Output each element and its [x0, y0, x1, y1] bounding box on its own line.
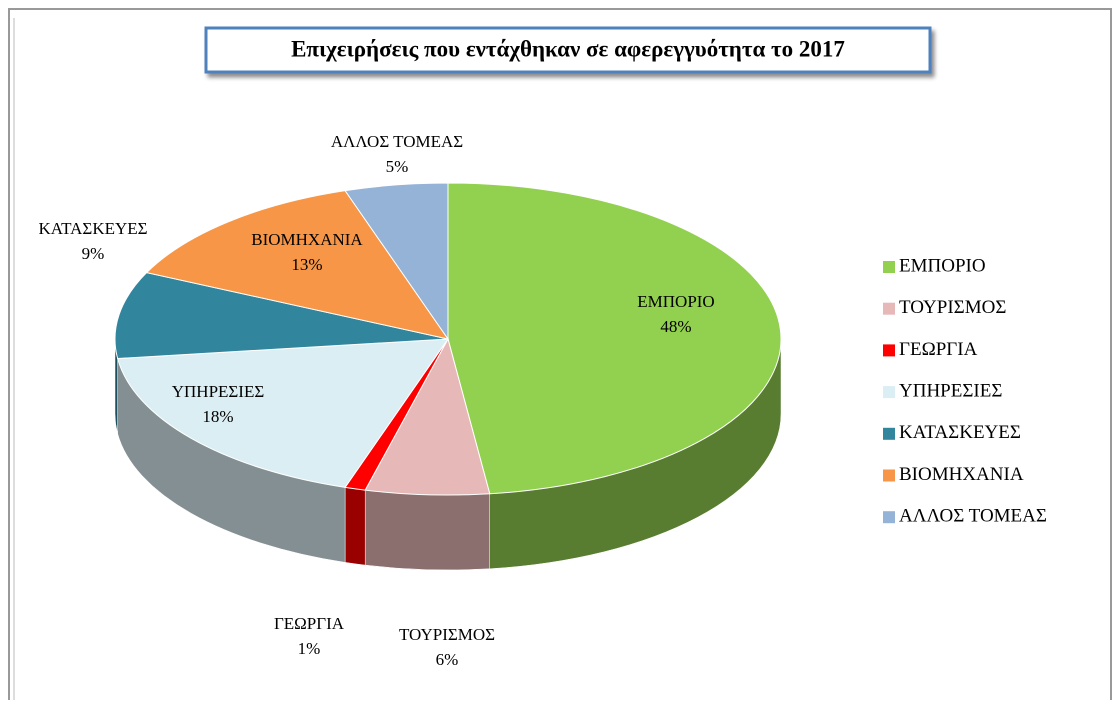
legend-swatch — [883, 344, 895, 357]
legend-swatch — [883, 427, 895, 440]
data-label-name: ΤΟΥΡΙΣΜΟΣ — [399, 625, 495, 644]
slice — [114, 272, 449, 360]
legend-label: ΚΑΤΑΣΚΕΥΕΣ — [899, 422, 1021, 443]
data-label-value: 5% — [386, 157, 409, 176]
title-box — [204, 26, 932, 74]
chart-title: Επιχειρήσεις που εντάχθηκαν σε αφερεγγυό… — [291, 36, 845, 61]
legend-label: ΑΛΛΟΣ ΤΟΜΕΑΣ — [899, 506, 1047, 527]
legend-label: ΓΕΩΡΓΙΑ — [899, 339, 978, 360]
data-label-value: 48% — [660, 317, 691, 336]
data-label-value: 1% — [298, 639, 321, 658]
data-label-name: ΥΠΗΡΕΣΙΕΣ — [172, 382, 265, 401]
data-label-value: 18% — [202, 407, 233, 426]
data-label-value: 6% — [436, 650, 459, 669]
slice — [364, 337, 491, 496]
legend-swatch — [883, 261, 895, 273]
slice-side — [364, 489, 490, 571]
data-label-value: 9% — [82, 244, 105, 263]
data-label-name: ΒΙΟΜΗΧΑΝΙΑ — [251, 230, 363, 249]
legend-label: ΒΙΟΜΗΧΑΝΙΑ — [899, 464, 1024, 485]
slice — [447, 182, 782, 495]
data-label-name: ΕΜΠΟΡΙΟ — [637, 292, 714, 311]
legend-swatch — [883, 469, 895, 482]
data-label-name: ΚΑΤΑΣΚΕΥΕΣ — [38, 219, 147, 238]
legend-swatch — [883, 386, 895, 399]
legend-label: ΕΜΠΟΡΙΟ — [899, 255, 986, 276]
slice — [145, 190, 450, 340]
legend-swatch — [883, 302, 895, 315]
data-label-name: ΑΛΛΟΣ ΤΟΜΕΑΣ — [331, 132, 463, 151]
slice — [344, 182, 449, 341]
slice — [116, 338, 449, 488]
data-label-value: 13% — [291, 255, 322, 274]
legend-label: ΥΠΗΡΕΣΙΕΣ — [899, 380, 1002, 401]
legend-label: ΤΟΥΡΙΣΜΟΣ — [899, 297, 1006, 318]
slice-side — [344, 487, 366, 566]
legend-swatch — [883, 511, 895, 524]
data-label-name: ΓΕΩΡΓΙΑ — [274, 614, 345, 633]
